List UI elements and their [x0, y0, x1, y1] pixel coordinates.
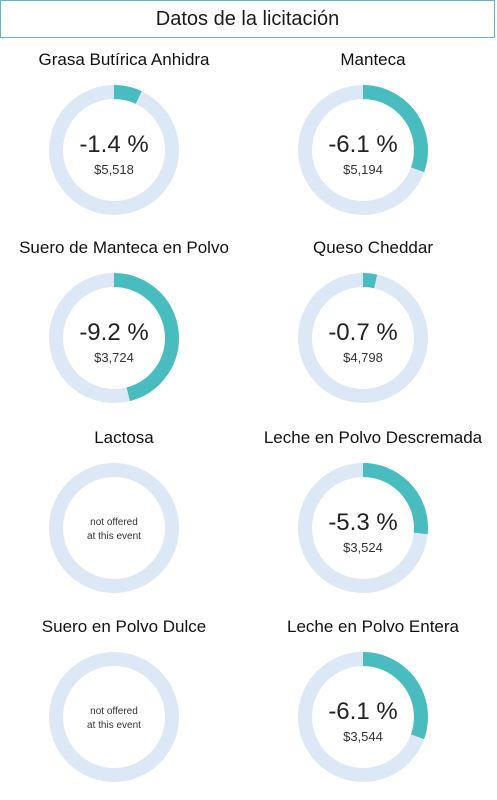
donut-value-arc [298, 85, 428, 215]
product-name: Queso Cheddar [312, 238, 434, 257]
product-card: Grasa Butírica Anhidra -1.4 % $5,518 [0, 40, 248, 230]
price-label: $5,194 [343, 162, 383, 177]
product-name: Manteca [340, 50, 406, 69]
donut-chart: -1.4 % $5,518 [49, 85, 179, 215]
donut-chart: -6.1 % $3,544 [298, 652, 428, 782]
product-name: Grasa Butírica Anhidra [38, 50, 210, 69]
product-card: Manteca -6.1 % $5,194 [249, 40, 497, 230]
change-percent-label: -5.3 % [328, 509, 397, 536]
not-offered-label: not offered [90, 706, 138, 717]
change-percent-label: -0.7 % [328, 319, 397, 346]
donut-value-arc [298, 273, 428, 403]
donut-value-arc [298, 652, 428, 782]
price-label: $5,518 [94, 162, 134, 177]
change-percent-label: -9.2 % [79, 319, 148, 346]
product-name: Suero en Polvo Dulce [41, 617, 207, 636]
not-offered-label: not offered [90, 517, 138, 528]
donut-chart: -0.7 % $4,798 [298, 273, 428, 403]
price-label: $4,798 [343, 350, 383, 365]
page-title: Datos de la licitación [0, 0, 495, 38]
not-offered-label: at this event [87, 720, 141, 731]
donut-chart: not offered at this event [49, 463, 179, 593]
product-card: Suero de Manteca en Polvo -9.2 % $3,724 [0, 228, 248, 418]
donut-value-arc [298, 463, 428, 593]
donut-track [49, 652, 179, 782]
product-card: Queso Cheddar -0.7 % $4,798 [249, 228, 497, 418]
product-card: Lactosa not offered at this event [0, 418, 248, 608]
price-label: $3,724 [94, 350, 134, 365]
product-name: Lactosa [94, 428, 154, 447]
price-label: $3,544 [343, 729, 383, 744]
donut-value-arc [49, 85, 179, 215]
donut-chart: not offered at this event [49, 652, 179, 782]
donut-chart: -6.1 % $5,194 [298, 85, 428, 215]
product-name: Leche en Polvo Descremada [263, 428, 483, 447]
price-label: $3,524 [343, 540, 383, 555]
product-name: Leche en Polvo Entera [286, 617, 459, 636]
donut-chart: -5.3 % $3,524 [298, 463, 428, 593]
product-card: Leche en Polvo Entera -6.1 % $3,544 [249, 607, 497, 797]
donut-value-arc [49, 273, 179, 403]
change-percent-label: -1.4 % [79, 131, 148, 158]
change-percent-label: -6.1 % [328, 698, 397, 725]
product-name: Suero de Manteca en Polvo [19, 238, 229, 257]
donut-chart: -9.2 % $3,724 [49, 273, 179, 403]
product-card: Suero en Polvo Dulce not offered at this e… [0, 607, 248, 797]
not-offered-label: at this event [87, 531, 141, 542]
donut-track [49, 463, 179, 593]
product-card: Leche en Polvo Descremada -5.3 % $3,524 [249, 418, 497, 608]
change-percent-label: -6.1 % [328, 131, 397, 158]
